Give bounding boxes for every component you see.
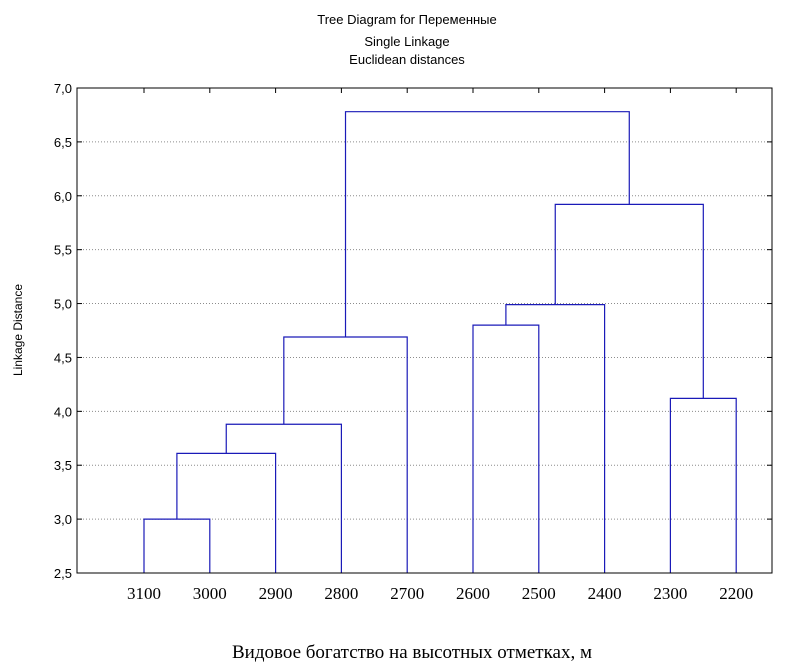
x-axis-labels: 3100 3000 2900 2800 2700 2600 2500 2400 2300 2200 (127, 88, 753, 603)
dendrogram-branches (143, 111, 737, 573)
y-tick-label: 4,0 (54, 404, 72, 419)
chart-subtitle-distance: Euclidean distances (349, 52, 465, 67)
y-tick-label: 7,0 (54, 81, 72, 96)
y-tick-label: 6,5 (54, 135, 72, 150)
dendrogram-link-G (669, 397, 737, 573)
x-tick-label: 3100 (127, 584, 161, 603)
y-tick-label: 5,5 (54, 243, 72, 258)
x-tick-label: 2300 (653, 584, 687, 603)
dendrogram-link-E (472, 324, 540, 573)
dendrogram-link-C (225, 423, 342, 573)
x-tick-label: 2200 (719, 584, 753, 603)
chart-title: Tree Diagram for Переменные (317, 12, 497, 27)
dendrogram-link-D (283, 336, 408, 573)
grid-lines (77, 141, 772, 520)
dendrogram-link-B (176, 452, 277, 573)
x-tick-label: 2700 (390, 584, 424, 603)
y-axis-label: Linkage Distance (11, 284, 25, 376)
y-tick-label: 6,0 (54, 189, 72, 204)
x-axis-caption: Видовое богатство на высотных отметках, … (232, 642, 592, 663)
y-tick-label: 3,5 (54, 458, 72, 473)
x-tick-label: 2900 (259, 584, 293, 603)
dendrogram-link-I (344, 111, 630, 337)
dendrogram-link-F (505, 304, 606, 573)
y-tick-label: 2,5 (54, 566, 72, 581)
y-tick-label: 4,5 (54, 350, 72, 365)
x-tick-label: 2500 (522, 584, 556, 603)
chart-subtitle-linkage: Single Linkage (364, 34, 449, 49)
x-tick-label: 2600 (456, 584, 490, 603)
x-tick-label: 2800 (324, 584, 358, 603)
y-axis-ticks: 2,5 3,0 3,5 4,0 4,5 5,0 5,5 6,0 6,5 7,0 (54, 81, 772, 581)
x-tick-label: 3000 (193, 584, 227, 603)
y-tick-label: 5,0 (54, 297, 72, 312)
x-tick-label: 2400 (588, 584, 622, 603)
dendrogram-link-H (554, 203, 704, 399)
plot-frame (76, 87, 773, 574)
y-tick-label: 3,0 (54, 512, 72, 527)
dendrogram-link-A (143, 518, 211, 573)
